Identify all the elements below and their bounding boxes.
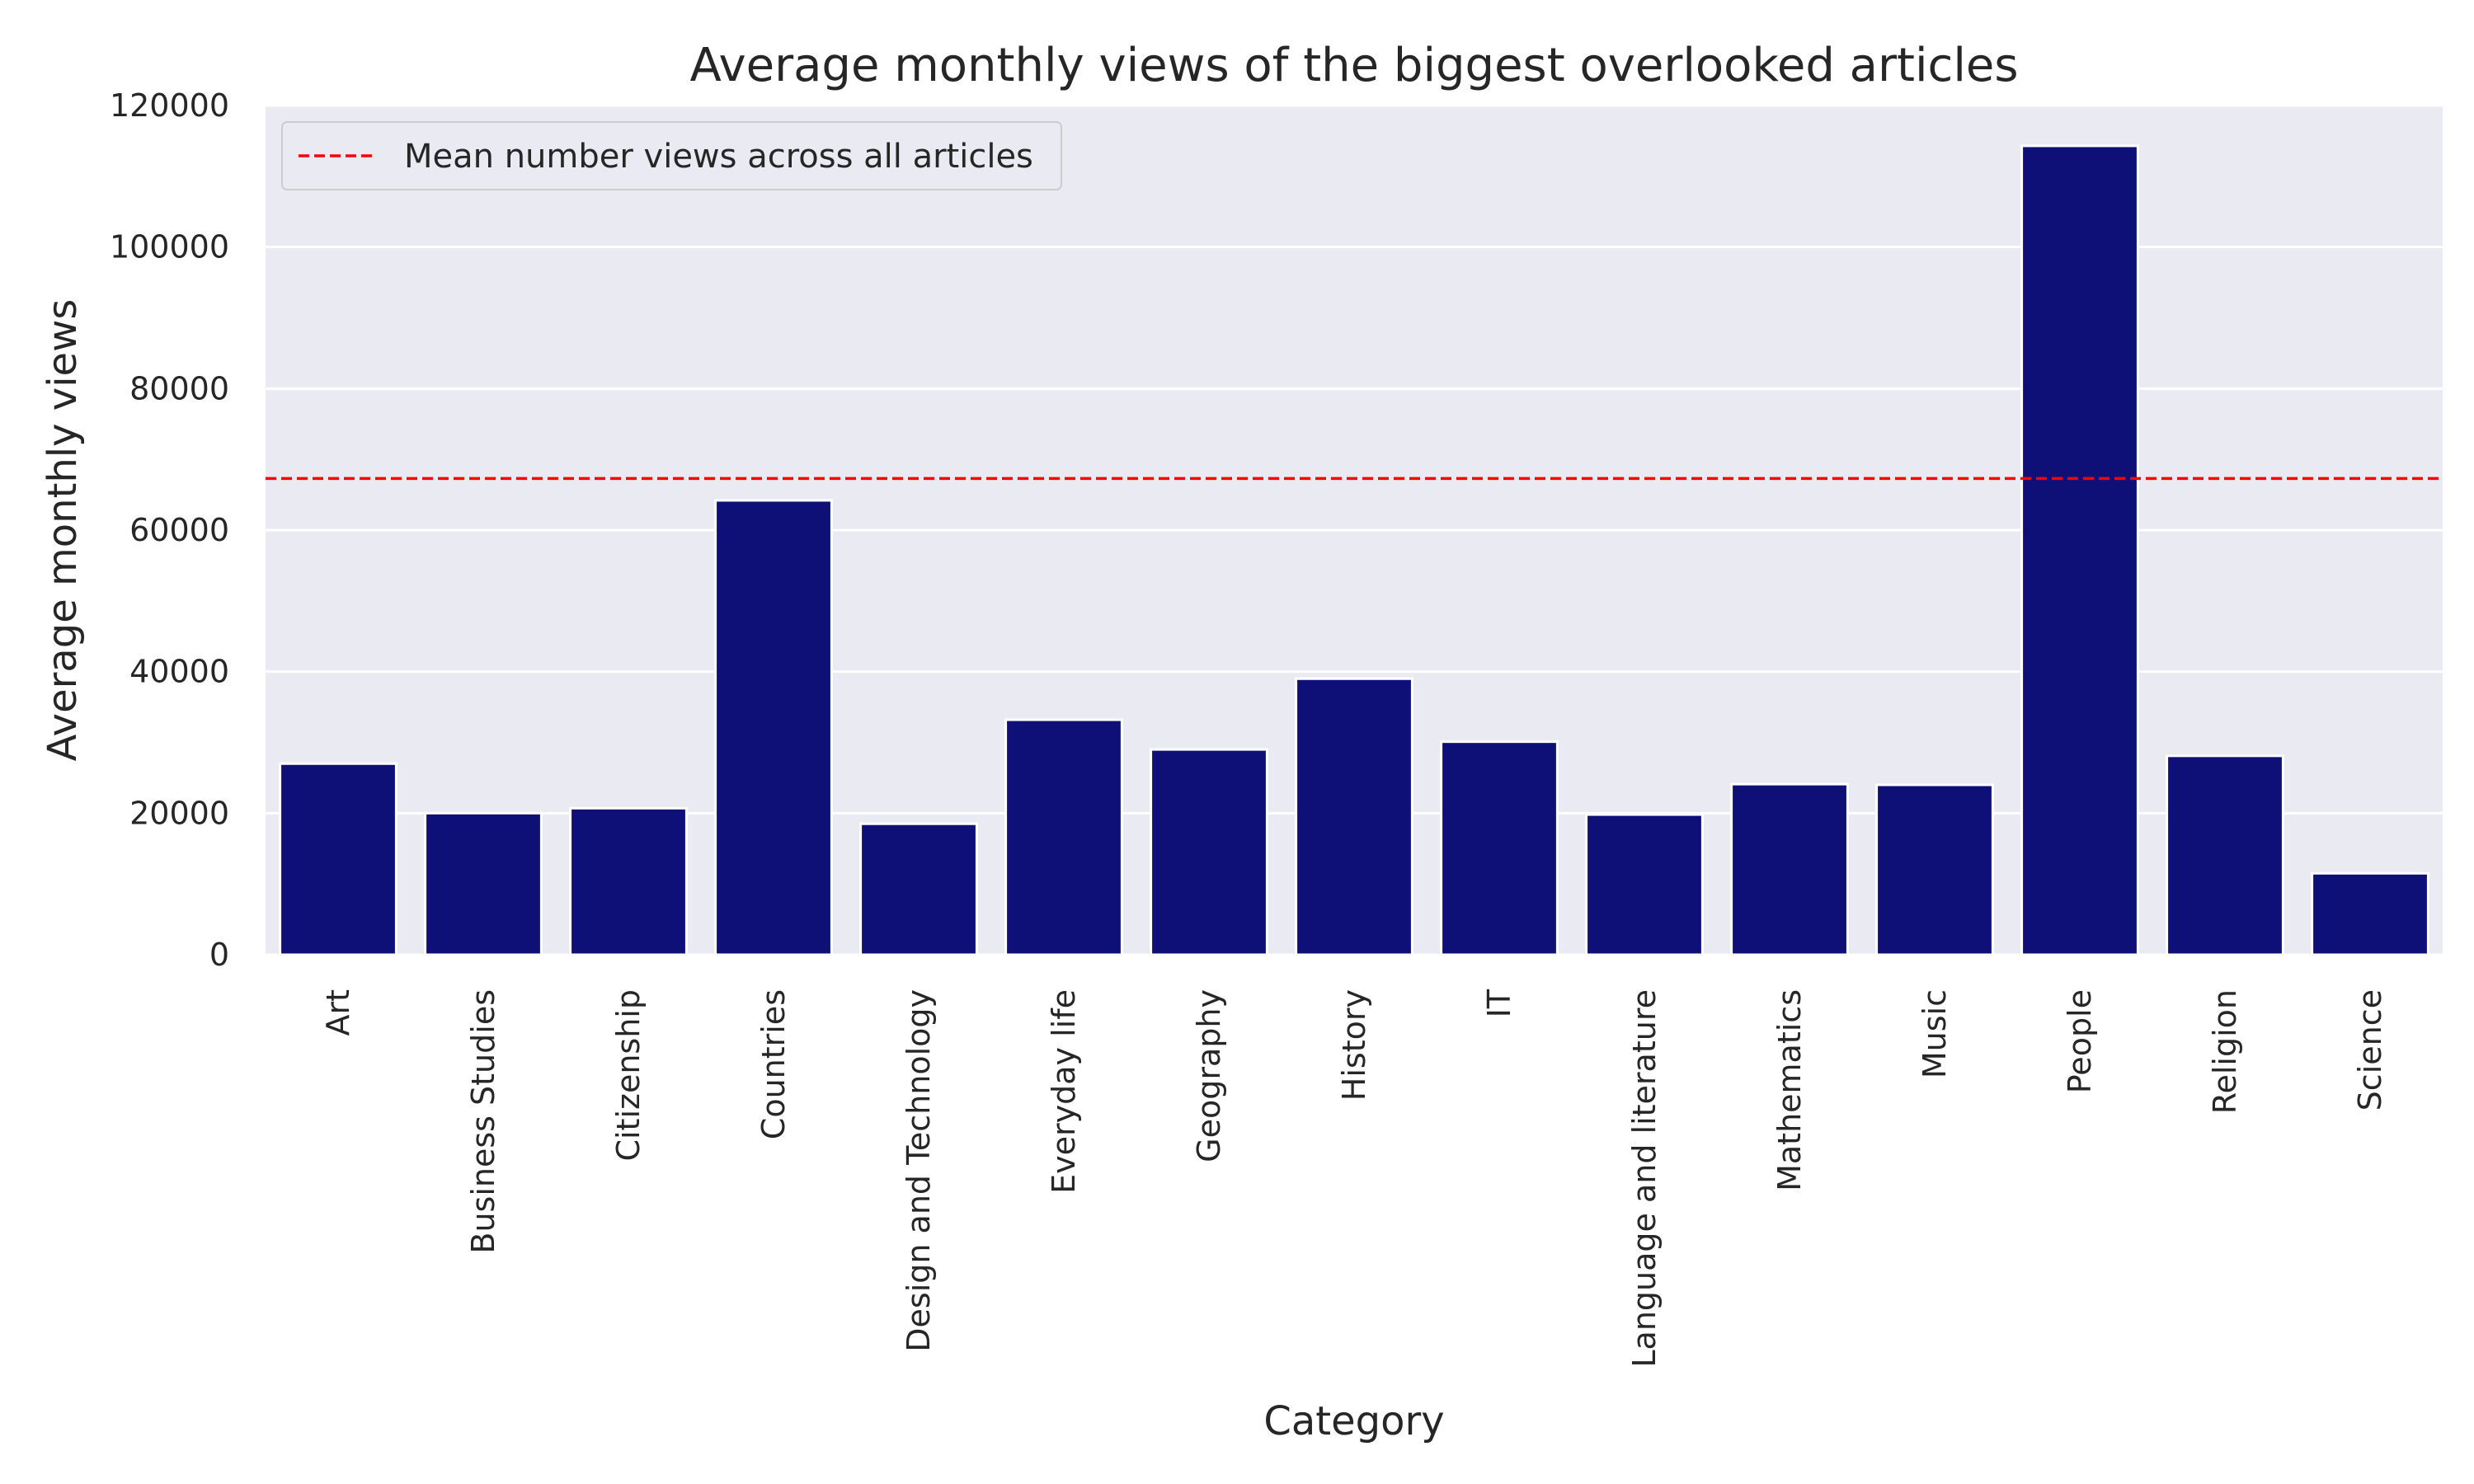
x-tick-label: Citizenship — [610, 989, 647, 1162]
bar — [1295, 677, 1413, 956]
x-tick-label: Art — [320, 989, 356, 1036]
bars — [279, 144, 2429, 956]
x-tick-label: Religion — [2207, 989, 2243, 1114]
bar — [1585, 813, 1704, 956]
legend-label: Mean number views across all articles — [404, 138, 1033, 176]
y-tick-label: 20000 — [129, 795, 229, 831]
y-tick-label: 0 — [209, 937, 229, 973]
bar — [1004, 718, 1123, 956]
bar — [1440, 740, 1559, 956]
x-tick-label: Mathematics — [1771, 989, 1808, 1191]
x-tick-label: People — [2062, 989, 2098, 1093]
bar — [2166, 754, 2284, 956]
y-tick-label: 40000 — [129, 654, 229, 690]
x-tick-label: Countries — [755, 989, 792, 1139]
x-axis-label: Category — [1263, 1398, 1444, 1444]
bar — [279, 762, 397, 956]
bar — [1875, 783, 1994, 956]
x-tick-label: Everyday life — [1046, 989, 1082, 1194]
x-tick-label: IT — [1481, 989, 1517, 1017]
y-tick-label: 60000 — [129, 512, 229, 548]
legend-box — [281, 121, 1062, 190]
y-tick-label: 80000 — [129, 370, 229, 406]
bar — [2020, 144, 2139, 956]
x-tick-label: History — [1336, 989, 1372, 1101]
bar — [714, 499, 833, 956]
bar — [569, 806, 688, 956]
bar — [859, 822, 978, 956]
bar — [1150, 748, 1268, 956]
legend: Mean number views across all articles — [281, 121, 1062, 190]
y-axis-label: Average monthly views — [40, 299, 86, 762]
x-tick-label: Music — [1917, 989, 1953, 1078]
y-tick-label: 100000 — [110, 229, 229, 265]
y-axis-ticks: 0 20000 40000 60000 80000 100000 120000 — [110, 87, 229, 973]
x-tick-label: Language and literature — [1626, 989, 1663, 1368]
x-tick-label: Geography — [1191, 989, 1227, 1162]
x-axis-ticks: Art Business Studies Citizenship Countries D… — [320, 989, 2388, 1367]
bar — [424, 811, 543, 956]
chart-title: Average monthly views of the biggest ove… — [689, 39, 2018, 92]
y-tick-label: 120000 — [110, 87, 229, 124]
bar — [2311, 871, 2429, 956]
x-tick-label: Business Studies — [465, 989, 501, 1254]
bar — [1730, 782, 1849, 956]
x-tick-label: Science — [2352, 989, 2388, 1111]
x-tick-label: Design and Technology — [901, 989, 937, 1352]
